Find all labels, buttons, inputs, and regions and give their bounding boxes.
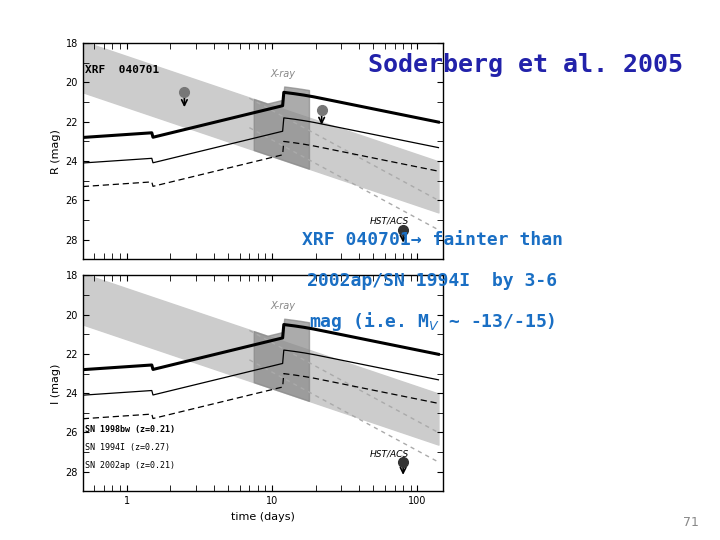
Text: Soderberg et al. 2005: Soderberg et al. 2005 — [368, 53, 683, 77]
X-axis label: time (days): time (days) — [231, 512, 294, 522]
Text: 2002ap/SN 1994I  by 3-6: 2002ap/SN 1994I by 3-6 — [307, 272, 557, 290]
Text: HST/ACS: HST/ACS — [369, 449, 409, 458]
Text: X-ray: X-ray — [271, 69, 296, 79]
Text: XRF 040701→ fainter than: XRF 040701→ fainter than — [302, 231, 562, 249]
Text: X-ray: X-ray — [271, 301, 296, 311]
Y-axis label: R (mag): R (mag) — [51, 129, 61, 174]
Text: SN 1998bw (z=0.21): SN 1998bw (z=0.21) — [85, 426, 175, 435]
Text: 71: 71 — [683, 516, 698, 529]
Text: mag (i.e. M$_V$ ~ -13/-15): mag (i.e. M$_V$ ~ -13/-15) — [309, 310, 555, 333]
Text: HST/ACS: HST/ACS — [369, 217, 409, 226]
Text: XRF  040701: XRF 040701 — [85, 65, 160, 75]
Text: SN 2002ap (z=0.21): SN 2002ap (z=0.21) — [85, 461, 175, 470]
Y-axis label: I (mag): I (mag) — [51, 363, 61, 403]
Text: SN 1994I (z=0.27): SN 1994I (z=0.27) — [85, 443, 170, 452]
